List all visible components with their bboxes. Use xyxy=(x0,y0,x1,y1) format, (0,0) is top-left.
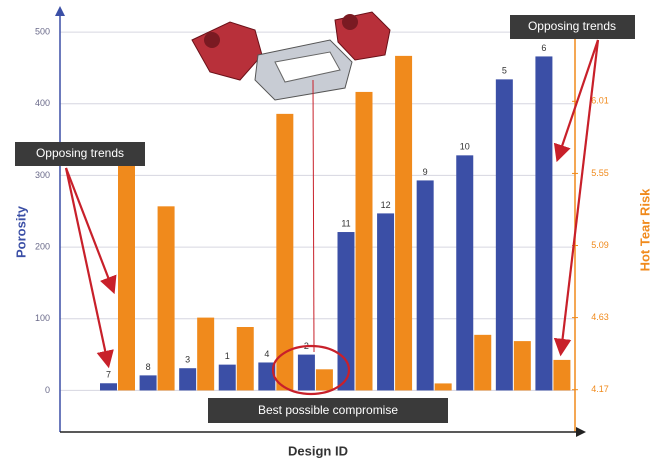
y2-tick-label: 6.01 xyxy=(591,96,609,106)
y2-axis-label: Hot Tear Risk xyxy=(637,188,652,272)
bar xyxy=(236,327,254,391)
y2-tick-label: 5.09 xyxy=(591,240,609,250)
x-axis-arrow xyxy=(576,427,586,437)
bar xyxy=(513,341,531,391)
bar xyxy=(495,79,513,391)
bar xyxy=(179,368,197,391)
bar xyxy=(258,362,276,391)
bar xyxy=(456,155,474,391)
bar xyxy=(276,113,294,391)
category-label: 6 xyxy=(541,43,546,53)
bar xyxy=(315,369,333,391)
bar xyxy=(553,359,571,391)
bar xyxy=(157,206,175,391)
y-tick-label: 200 xyxy=(35,241,50,251)
y-tick-label: 500 xyxy=(35,26,50,36)
y-tick-label: 400 xyxy=(35,98,50,108)
y-axis-arrow xyxy=(55,6,65,16)
part-illustration xyxy=(191,11,391,101)
category-label: 11 xyxy=(341,218,350,228)
y-tick-label: 300 xyxy=(35,170,50,180)
y2-tick-label: 5.55 xyxy=(591,168,609,178)
bar xyxy=(434,383,452,391)
category-label: 7 xyxy=(106,370,111,380)
callout-arrows xyxy=(64,39,600,396)
category-label: 1 xyxy=(225,351,230,361)
category-label: 4 xyxy=(264,349,269,359)
category-label: 3 xyxy=(185,355,190,365)
x-axis-label: Design ID xyxy=(288,443,348,458)
bar xyxy=(297,354,315,391)
category-label: 5 xyxy=(502,66,507,76)
bar xyxy=(416,180,434,391)
category-label: 8 xyxy=(146,362,151,372)
annotation: Best possible compromise xyxy=(258,403,398,417)
bar xyxy=(355,91,373,391)
annotation-box xyxy=(208,398,448,423)
y-axis-label: Porosity xyxy=(13,205,28,258)
bar xyxy=(139,375,157,391)
y-tick-label: 0 xyxy=(45,385,50,395)
bar xyxy=(197,317,215,391)
y-tick-label: 100 xyxy=(35,313,50,323)
category-label: 9 xyxy=(423,167,428,177)
bar xyxy=(118,162,135,391)
annotation: Opposing trends xyxy=(528,19,616,33)
bar xyxy=(377,213,395,391)
y2-tick-label: 4.17 xyxy=(591,384,609,394)
bar xyxy=(395,55,413,391)
bar xyxy=(535,56,553,391)
category-label: 10 xyxy=(460,142,470,152)
bar xyxy=(218,364,236,391)
annotation-box xyxy=(15,142,145,166)
bar xyxy=(100,383,117,391)
annotation-box xyxy=(510,15,635,39)
y2-tick-label: 4.63 xyxy=(591,312,609,322)
category-label: 12 xyxy=(381,200,391,210)
bar xyxy=(474,334,492,391)
annotation: Opposing trends xyxy=(36,146,124,160)
bar xyxy=(337,232,355,391)
